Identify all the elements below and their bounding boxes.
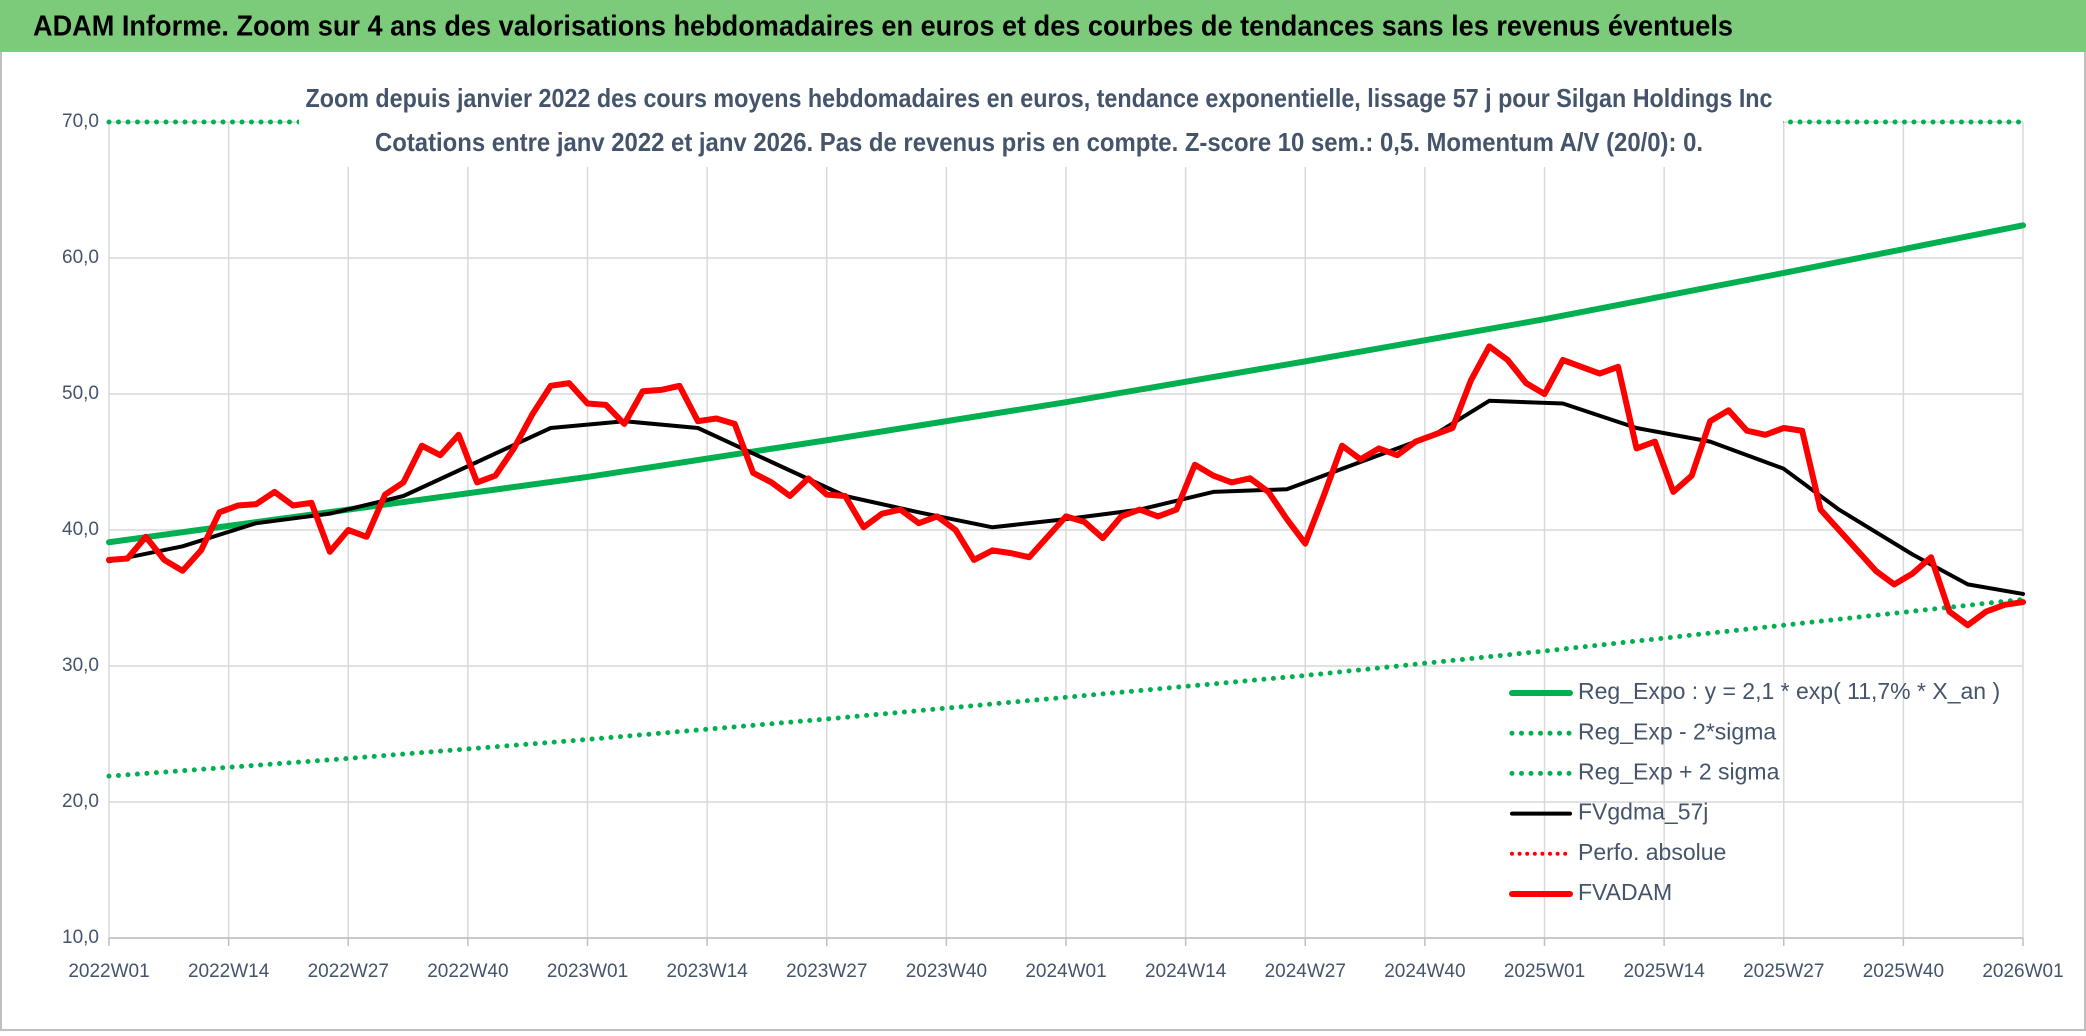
title-box xyxy=(299,77,1783,167)
x-tick-label: 2024W40 xyxy=(1384,961,1465,982)
x-tick-label: 2023W14 xyxy=(666,961,748,982)
x-tick-label: 2024W27 xyxy=(1265,961,1346,982)
x-tick-label: 2022W27 xyxy=(308,961,389,982)
x-tick-label: 2025W40 xyxy=(1863,961,1944,982)
legend-label: FVADAM xyxy=(1578,879,1672,905)
legend: Reg_Expo : y = 2,1 * exp( 11,7% * X_an )… xyxy=(1509,678,2000,905)
legend-label: Reg_Expo : y = 2,1 * exp( 11,7% * X_an ) xyxy=(1578,678,2000,704)
x-tick-label: 2023W27 xyxy=(786,961,867,982)
y-tick-label: 70,0 xyxy=(62,111,99,132)
chart-subtitle: Cotations entre janv 2022 et janv 2026. … xyxy=(375,127,1703,157)
x-tick-label: 2024W01 xyxy=(1025,961,1106,982)
legend-label: Reg_Exp + 2 sigma xyxy=(1578,758,1780,784)
x-tick-label: 2025W01 xyxy=(1504,961,1585,982)
legend-label: FVgdma_57j xyxy=(1578,799,1708,825)
y-tick-label: 10,0 xyxy=(62,927,99,948)
legend-label: Reg_Exp - 2*sigma xyxy=(1578,718,1776,744)
series-line xyxy=(107,398,2025,596)
y-tick-label: 30,0 xyxy=(62,655,99,676)
header-band xyxy=(0,0,2086,52)
y-tick-label: 20,0 xyxy=(62,791,99,812)
legend-label: Perfo. absolue xyxy=(1578,839,1726,865)
chart-title: Zoom depuis janvier 2022 des cours moyen… xyxy=(306,83,1773,113)
header-title: ADAM Informe. Zoom sur 4 ans des valoris… xyxy=(33,11,1733,43)
series-line xyxy=(106,222,2026,546)
series-line xyxy=(106,343,2026,629)
x-tick-label: 2022W40 xyxy=(427,961,508,982)
x-tick-label: 2026W01 xyxy=(1982,961,2063,982)
y-tick-label: 40,0 xyxy=(62,519,99,540)
x-tick-label: 2025W14 xyxy=(1623,961,1705,982)
x-tick-label: 2022W14 xyxy=(188,961,270,982)
x-tick-label: 2025W27 xyxy=(1743,961,1824,982)
y-tick-label: 60,0 xyxy=(62,247,99,268)
x-tick-label: 2022W01 xyxy=(68,961,149,982)
x-tick-label: 2023W40 xyxy=(906,961,987,982)
series-line xyxy=(106,596,2026,779)
plot-area: 10,0 20,0 30,0 40,0 50,0 60,0 70,0 2022W01 2022W… xyxy=(62,111,2064,982)
x-tick-label: 2023W01 xyxy=(547,961,628,982)
y-tick-label: 50,0 xyxy=(62,383,99,404)
x-tick-label: 2024W14 xyxy=(1145,961,1227,982)
